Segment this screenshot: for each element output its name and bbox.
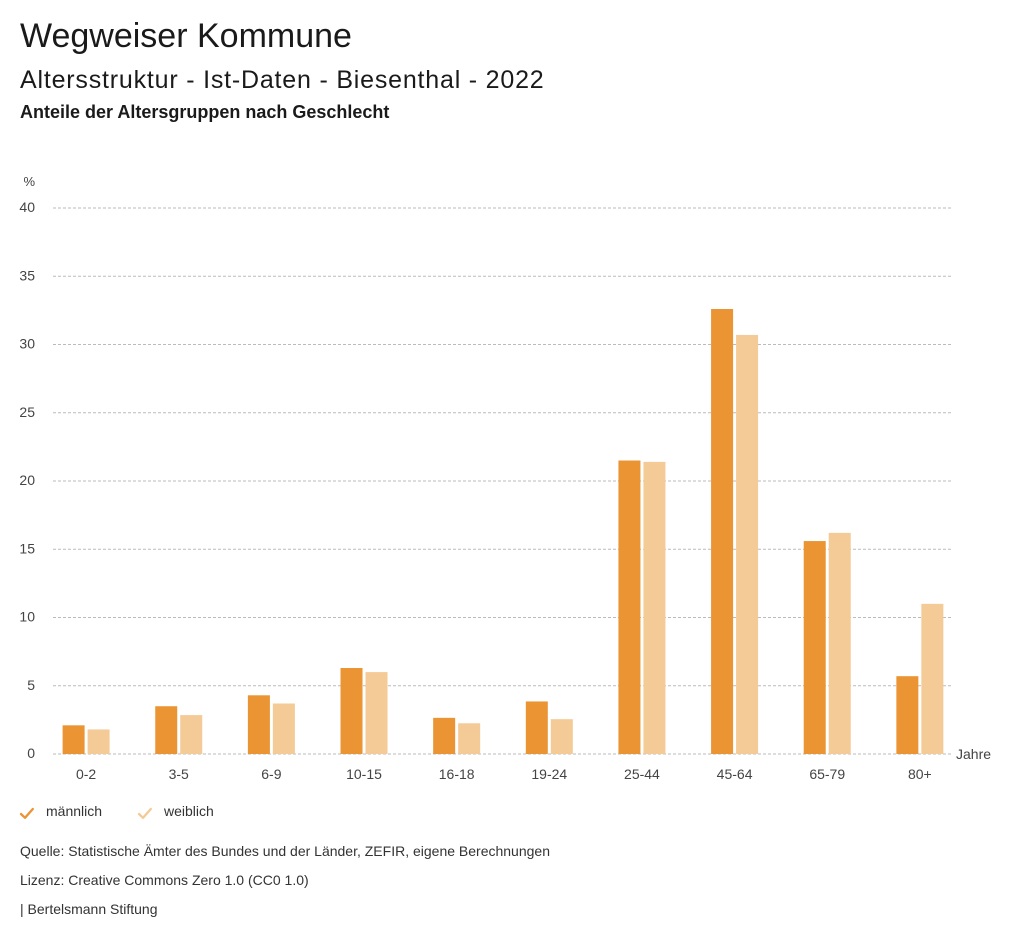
svg-text:15: 15 xyxy=(19,540,35,556)
svg-text:40: 40 xyxy=(19,199,35,215)
svg-text:3-5: 3-5 xyxy=(169,766,189,782)
svg-text:19-24: 19-24 xyxy=(531,766,567,782)
svg-text:25-44: 25-44 xyxy=(624,766,660,782)
svg-text:0: 0 xyxy=(27,745,35,761)
svg-text:10-15: 10-15 xyxy=(346,766,382,782)
svg-text:35: 35 xyxy=(19,267,35,283)
svg-text:30: 30 xyxy=(19,336,35,352)
svg-text:65-79: 65-79 xyxy=(809,766,845,782)
svg-text:25: 25 xyxy=(19,404,35,420)
svg-text:10: 10 xyxy=(19,609,35,625)
svg-text:5: 5 xyxy=(27,677,35,693)
svg-text:Jahre: Jahre xyxy=(956,746,991,762)
svg-text:0-2: 0-2 xyxy=(76,766,96,782)
svg-text:20: 20 xyxy=(19,472,35,488)
svg-text:%: % xyxy=(23,174,35,189)
svg-text:80+: 80+ xyxy=(908,766,932,782)
svg-text:45-64: 45-64 xyxy=(717,766,753,782)
svg-text:16-18: 16-18 xyxy=(439,766,475,782)
svg-text:6-9: 6-9 xyxy=(261,766,281,782)
